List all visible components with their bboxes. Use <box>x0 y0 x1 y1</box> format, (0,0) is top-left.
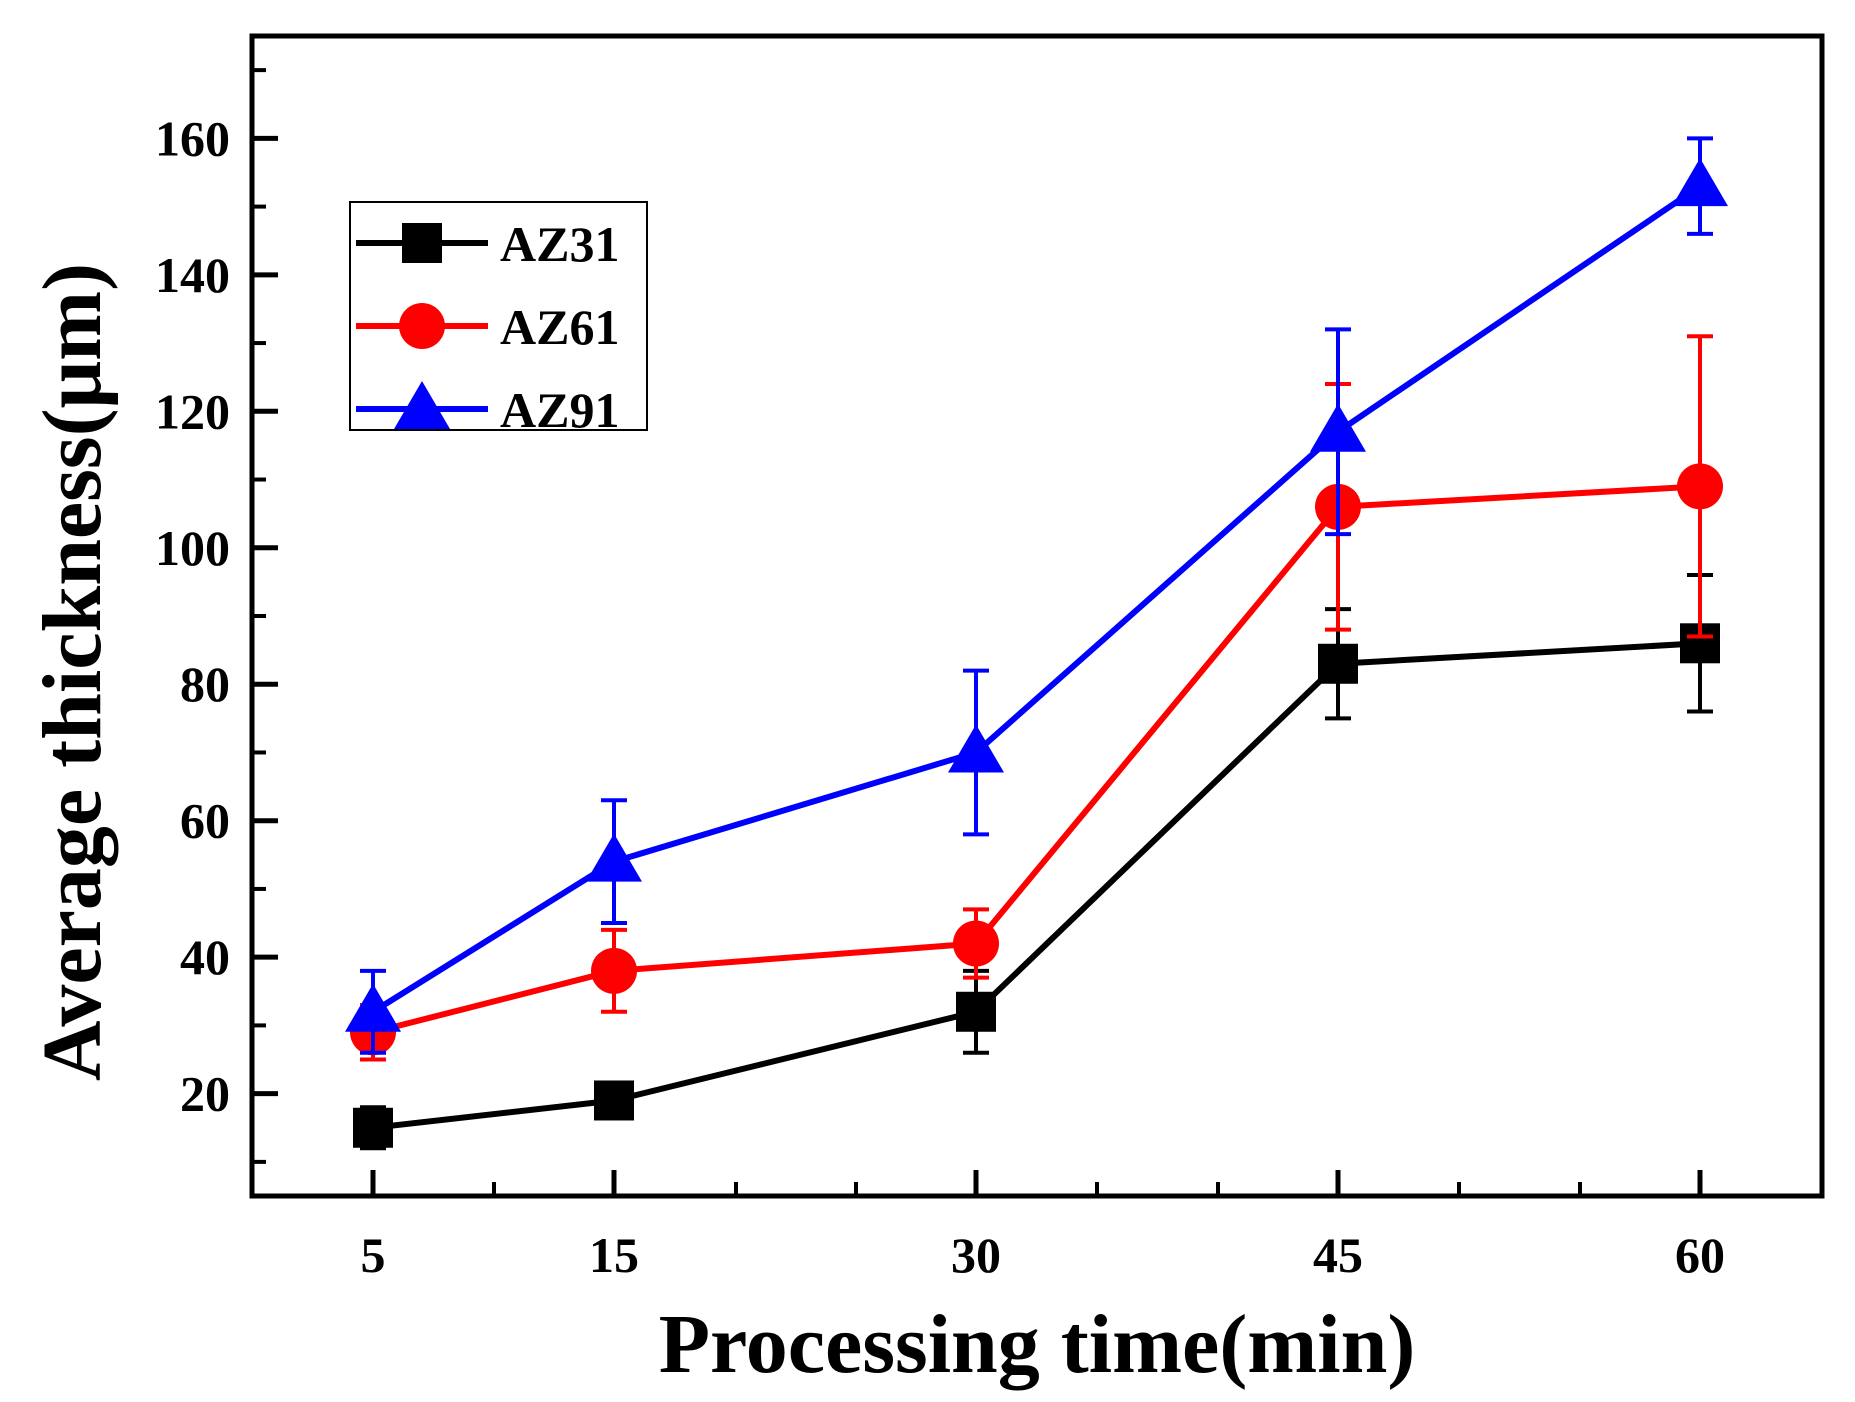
legend-label-AZ61: AZ61 <box>500 299 619 355</box>
data-point-AZ61-15 <box>591 947 637 994</box>
legend-marker-AZ91 <box>394 381 450 429</box>
x-axis-ticks: 5 15 30 45 60 <box>361 1170 1725 1283</box>
data-point-AZ31-5 <box>353 1107 393 1148</box>
legend-label-AZ31: AZ31 <box>500 216 619 272</box>
data-point-AZ61-30 <box>953 920 999 967</box>
series-layer <box>345 136 1728 1151</box>
y-tick-label-100: 100 <box>155 520 230 576</box>
y-axis-ticks: 20 40 60 80 100 120 140 160 <box>155 68 278 1164</box>
legend: AZ31 AZ61 AZ91 <box>349 201 648 438</box>
data-point-AZ31-45 <box>1318 643 1358 684</box>
data-point-AZ91-5 <box>345 983 401 1032</box>
x-tick-label-45: 45 <box>1313 1227 1363 1283</box>
y-axis-title: Average thickness(μm) <box>26 263 119 1081</box>
y-tick-label-20: 20 <box>180 1066 230 1122</box>
data-point-AZ91-30 <box>948 724 1004 773</box>
x-axis-title: Processing time(min) <box>659 1298 1416 1391</box>
data-point-AZ31-30 <box>956 991 996 1032</box>
series-AZ31 <box>353 573 1720 1151</box>
legend-label-AZ91: AZ91 <box>500 382 619 438</box>
x-tick-label-15: 15 <box>589 1227 639 1283</box>
y-tick-label-120: 120 <box>155 383 230 439</box>
data-point-AZ91-15 <box>586 833 642 882</box>
legend-marker-AZ31 <box>402 223 442 263</box>
data-point-AZ91-45 <box>1310 403 1366 452</box>
y-tick-label-40: 40 <box>180 929 230 985</box>
y-tick-label-60: 60 <box>180 793 230 849</box>
y-tick-label-80: 80 <box>180 656 230 712</box>
series-AZ91 <box>345 136 1728 1055</box>
data-point-AZ31-15 <box>594 1080 634 1121</box>
x-tick-label-60: 60 <box>1675 1227 1725 1283</box>
x-tick-label-5: 5 <box>361 1227 386 1283</box>
x-tick-label-30: 30 <box>951 1227 1001 1283</box>
data-point-AZ61-60 <box>1677 463 1723 510</box>
legend-marker-AZ61 <box>399 303 445 349</box>
data-point-AZ91-60 <box>1672 158 1728 207</box>
y-tick-label-160: 160 <box>155 110 230 166</box>
y-tick-label-140: 140 <box>155 247 230 303</box>
